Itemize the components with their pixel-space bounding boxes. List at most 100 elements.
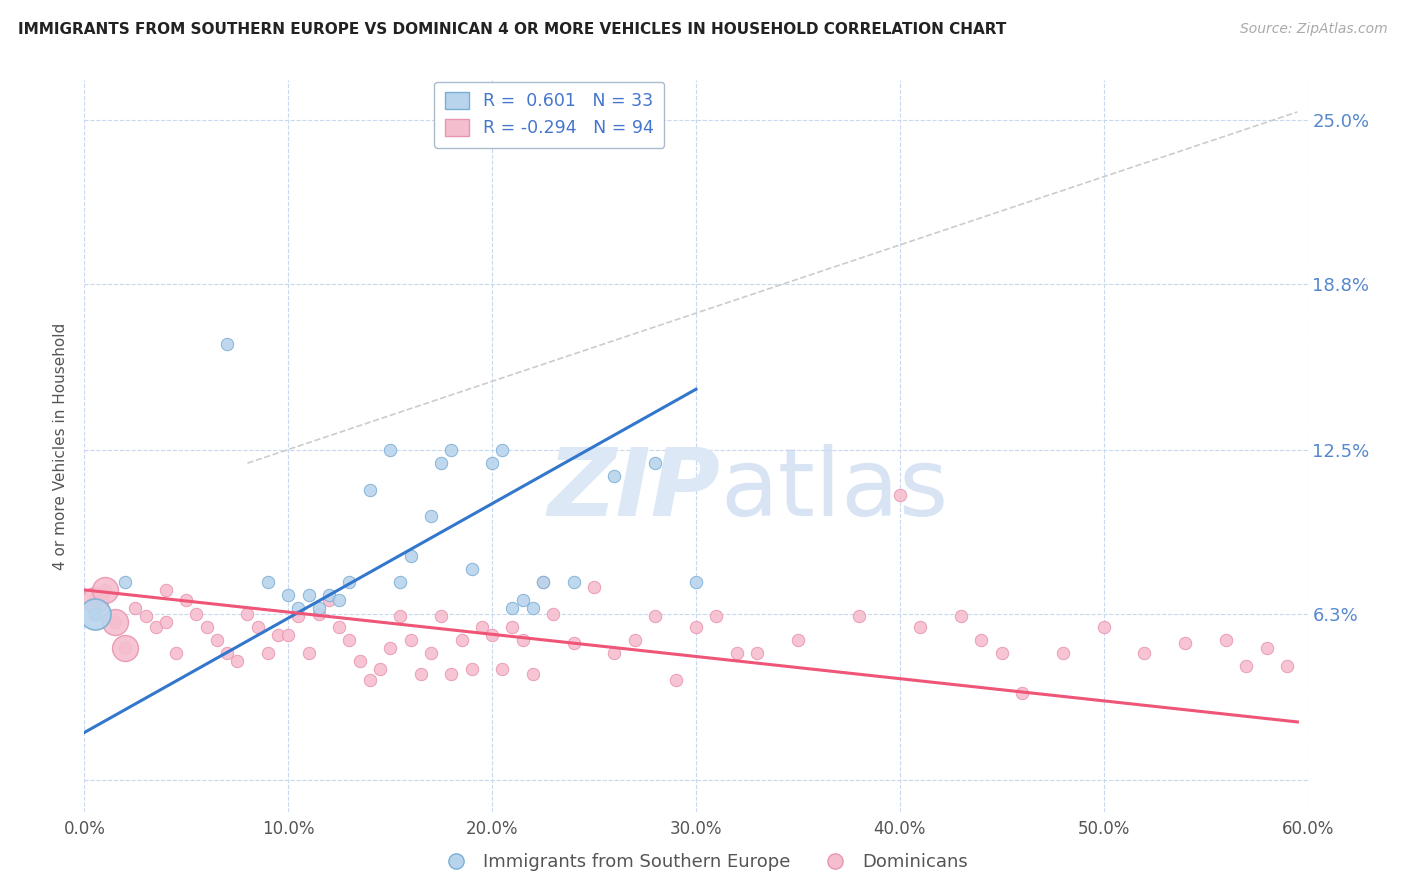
Point [287, 601, 309, 615]
Point [217, 337, 239, 351]
Point [430, 456, 453, 470]
Point [308, 607, 330, 621]
Point [531, 574, 554, 589]
Point [298, 588, 321, 602]
Legend: Immigrants from Southern Europe, Dominicans: Immigrants from Southern Europe, Dominic… [430, 847, 976, 879]
Point [1011, 686, 1033, 700]
Point [1133, 646, 1156, 660]
Point [502, 601, 524, 615]
Point [910, 620, 932, 634]
Point [1236, 659, 1258, 673]
Point [644, 609, 666, 624]
Point [848, 609, 870, 624]
Point [359, 673, 381, 687]
Point [399, 549, 422, 563]
Point [491, 662, 513, 676]
Point [512, 593, 534, 607]
Point [318, 593, 340, 607]
Point [603, 646, 626, 660]
Point [287, 609, 309, 624]
Point [950, 609, 973, 624]
Point [380, 442, 402, 457]
Point [1256, 640, 1278, 655]
Point [491, 442, 513, 457]
Point [298, 646, 321, 660]
Point [83, 593, 105, 607]
Point [706, 609, 728, 624]
Point [531, 574, 554, 589]
Point [471, 620, 494, 634]
Point [195, 620, 218, 634]
Point [155, 582, 177, 597]
Point [114, 640, 136, 655]
Point [889, 488, 911, 502]
Point [368, 662, 391, 676]
Point [685, 620, 707, 634]
Point [93, 582, 115, 597]
Point [236, 607, 259, 621]
Point [1215, 633, 1237, 648]
Point [1174, 636, 1197, 650]
Point [389, 574, 412, 589]
Point [725, 646, 748, 660]
Point [522, 601, 544, 615]
Point [145, 620, 167, 634]
Point [624, 633, 647, 648]
Point [114, 574, 136, 589]
Point [1052, 646, 1074, 660]
Text: IMMIGRANTS FROM SOUTHERN EUROPE VS DOMINICAN 4 OR MORE VEHICLES IN HOUSEHOLD COR: IMMIGRANTS FROM SOUTHERN EUROPE VS DOMIN… [18, 22, 1007, 37]
Legend: R =  0.601   N = 33, R = -0.294   N = 94: R = 0.601 N = 33, R = -0.294 N = 94 [434, 82, 664, 148]
Point [135, 609, 157, 624]
Point [104, 615, 127, 629]
Point [665, 673, 688, 687]
Point [104, 615, 127, 629]
Point [328, 620, 350, 634]
Point [380, 640, 402, 655]
Point [339, 633, 361, 648]
Point [1092, 620, 1115, 634]
Point [186, 607, 208, 621]
Point [257, 646, 280, 660]
Point [349, 654, 371, 668]
Point [685, 574, 707, 589]
Point [409, 667, 432, 681]
Point [217, 646, 239, 660]
Point [226, 654, 249, 668]
Point [339, 574, 361, 589]
Point [124, 601, 146, 615]
Point [583, 580, 606, 594]
Point [155, 615, 177, 629]
Point [787, 633, 810, 648]
Point [502, 620, 524, 634]
Point [747, 646, 769, 660]
Point [277, 628, 299, 642]
Point [83, 607, 105, 621]
Point [562, 636, 585, 650]
Point [991, 646, 1014, 660]
Text: ZIP: ZIP [547, 444, 720, 536]
Point [461, 662, 484, 676]
Point [389, 609, 412, 624]
Point [328, 593, 350, 607]
Point [481, 628, 503, 642]
Point [83, 593, 105, 607]
Point [359, 483, 381, 497]
Point [257, 574, 280, 589]
Point [440, 442, 463, 457]
Point [205, 633, 228, 648]
Text: atlas: atlas [720, 444, 949, 536]
Point [481, 456, 503, 470]
Point [165, 646, 187, 660]
Point [114, 640, 136, 655]
Point [543, 607, 565, 621]
Point [603, 469, 626, 483]
Point [399, 633, 422, 648]
Point [83, 607, 105, 621]
Point [430, 609, 453, 624]
Point [450, 633, 472, 648]
Point [318, 588, 340, 602]
Point [970, 633, 993, 648]
Point [174, 593, 197, 607]
Point [246, 620, 269, 634]
Point [267, 628, 290, 642]
